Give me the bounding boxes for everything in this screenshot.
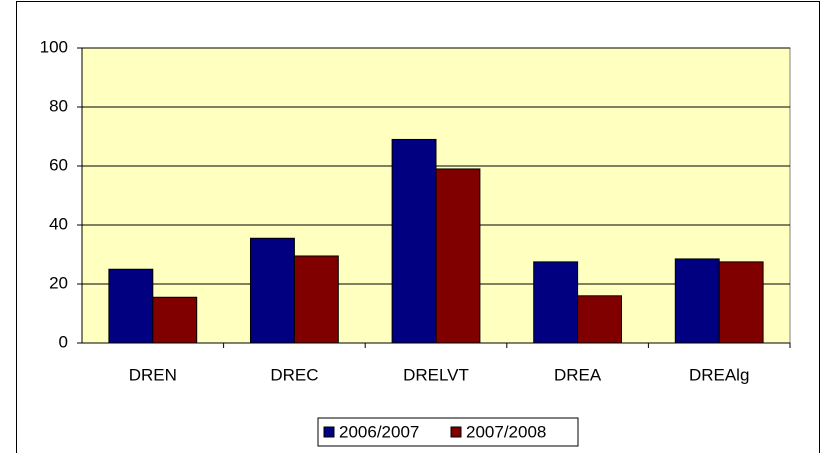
bar: [293, 255, 339, 344]
x-tick-label: DREN: [129, 365, 177, 384]
bar: [533, 261, 579, 344]
legend-swatch: [323, 426, 335, 438]
bar: [718, 261, 764, 344]
x-tick-label: DREC: [270, 365, 318, 384]
y-tick-label: 60: [49, 155, 68, 174]
legend-label: 2006/2007: [339, 422, 419, 441]
y-tick-label: 40: [49, 214, 68, 233]
x-tick-label: DRELVT: [403, 365, 469, 384]
y-tick-label: 20: [49, 273, 68, 292]
x-tick-label: DREAlg: [689, 365, 749, 384]
bar: [152, 296, 198, 344]
bar: [435, 168, 481, 344]
bar: [391, 138, 437, 344]
y-tick-label: 0: [59, 332, 68, 351]
y-tick-label: 100: [40, 37, 68, 56]
bar: [108, 268, 154, 344]
bar: [674, 258, 720, 344]
y-tick-label: 80: [49, 96, 68, 115]
legend-label: 2007/2008: [466, 422, 546, 441]
legend-box: [317, 417, 579, 447]
legend-swatch: [450, 426, 462, 438]
bar: [250, 237, 295, 344]
x-tick-label: DREA: [554, 365, 602, 384]
bar: [577, 295, 622, 344]
